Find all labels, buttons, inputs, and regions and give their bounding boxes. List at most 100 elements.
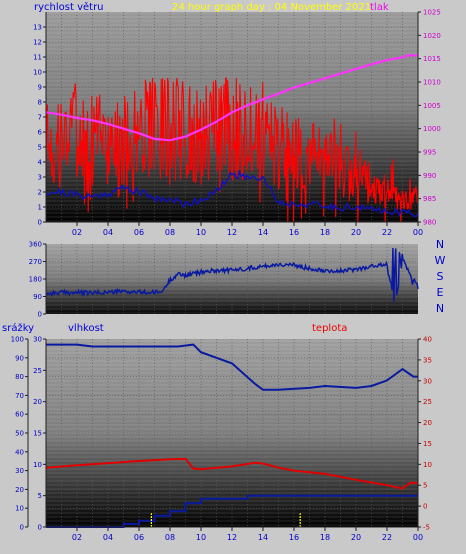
x-tick-label: 20 <box>351 533 361 542</box>
y-tick-label: 15 <box>33 430 42 438</box>
compass-label-n: N <box>436 238 444 251</box>
y-tick-label: 8 <box>38 99 42 107</box>
y-tick-label: 60 <box>15 411 24 419</box>
y-tick-label: 10 <box>33 461 42 469</box>
y-tick-label: 15 <box>423 440 432 448</box>
x-tick-label: 22 <box>382 228 392 237</box>
x-tick-label: 14 <box>258 533 268 542</box>
wind-x-axis: 02 04 06 08 10 12 14 16 18 20 22 00 <box>46 221 423 237</box>
y-tick-label: 5 <box>423 482 427 490</box>
y-tick-label: 1015 <box>423 55 441 63</box>
y-tick-label: 30 <box>33 336 42 344</box>
y-tick-label: 0 <box>20 524 24 532</box>
x-tick-label: 02 <box>72 533 82 542</box>
x-tick-label: 06 <box>134 533 144 542</box>
y-tick-label: 0 <box>38 524 42 532</box>
y-tick-label: 40 <box>15 448 24 456</box>
x-tick-label: 10 <box>196 533 206 542</box>
x-tick-label: 08 <box>165 533 175 542</box>
y-tick-label: 1020 <box>423 32 441 40</box>
y-tick-label: 990 <box>423 172 436 180</box>
direction-grid <box>46 244 418 314</box>
x-tick-label: 00 <box>413 228 423 237</box>
y-tick-label: 1 <box>38 204 42 212</box>
y-tick-label: 50 <box>15 430 24 438</box>
y-tick-label: -5 <box>423 524 430 532</box>
humidity-line <box>46 343 418 391</box>
y-tick-label: 30 <box>15 467 24 475</box>
compass-label-n: N <box>436 302 444 315</box>
compass-label-w: W <box>435 254 446 267</box>
x-tick-label: 02 <box>72 228 82 237</box>
y-tick-label: 20 <box>423 419 432 427</box>
y-tick-label: 90 <box>33 293 42 301</box>
pressure-y-axis: 980 985 990 995 1000 1005 1010 1015 1020 1025 <box>417 9 441 227</box>
x-tick-label: 20 <box>351 228 361 237</box>
y-tick-label: 25 <box>423 398 432 406</box>
y-tick-label: 3 <box>38 174 42 182</box>
wind-average-line <box>45 169 419 218</box>
x-tick-label: 18 <box>320 228 330 237</box>
y-tick-label: 25 <box>33 367 42 375</box>
x-tick-label: 08 <box>165 228 175 237</box>
humidity-x-axis: 02 04 06 08 10 12 14 16 18 20 22 00 <box>46 526 423 542</box>
y-tick-label: 1025 <box>423 9 441 17</box>
y-tick-label: 90 <box>15 354 24 362</box>
y-tick-label: 13 <box>33 24 42 32</box>
wind-gust-line <box>45 77 419 223</box>
compass-label-e: E <box>437 286 444 299</box>
y-tick-label: 10 <box>15 505 24 513</box>
y-tick-label: 0 <box>38 311 42 319</box>
x-tick-label: 16 <box>289 228 299 237</box>
y-tick-label: 995 <box>423 149 436 157</box>
rain-line <box>46 494 418 528</box>
wind-series <box>45 54 419 223</box>
x-tick-label: 12 <box>227 228 237 237</box>
y-tick-label: 100 <box>11 336 24 344</box>
humidity-series <box>45 343 419 528</box>
y-tick-label: 10 <box>423 461 432 469</box>
y-tick-label: 5 <box>38 144 42 152</box>
x-tick-label: 16 <box>289 533 299 542</box>
y-tick-label: 270 <box>29 258 42 266</box>
y-tick-label: 12 <box>33 39 42 47</box>
x-tick-label: 22 <box>382 533 392 542</box>
x-tick-label: 12 <box>227 533 237 542</box>
y-tick-label: 40 <box>423 336 432 344</box>
y-tick-label: 20 <box>15 486 24 494</box>
y-tick-label: 0 <box>38 219 42 227</box>
x-tick-label: 00 <box>413 533 423 542</box>
y-tick-label: 985 <box>423 195 436 203</box>
chart-title: 24 hour graph day : 04 November 2021 <box>172 2 371 13</box>
y-tick-label: 70 <box>15 392 24 400</box>
y-tick-label: 1005 <box>423 102 441 110</box>
humidity-label: vlhkost <box>68 323 104 334</box>
y-tick-label: 9 <box>38 84 42 92</box>
y-tick-label: 2 <box>38 189 42 197</box>
pressure-label: tlak <box>370 2 389 13</box>
pressure-line <box>45 54 418 142</box>
x-tick-label: 04 <box>103 228 113 237</box>
compass-label-s: S <box>437 270 444 283</box>
y-tick-label: 11 <box>33 54 42 62</box>
direction-series <box>45 247 419 302</box>
y-tick-label: 0 <box>423 503 427 511</box>
x-tick-label: 14 <box>258 228 268 237</box>
y-tick-label: 80 <box>15 373 24 381</box>
temperature-label: teplota <box>312 323 347 334</box>
y-tick-label: 35 <box>423 356 432 364</box>
y-tick-label: 20 <box>33 398 42 406</box>
temperature-line <box>45 457 419 490</box>
y-tick-label: 1000 <box>423 125 441 133</box>
y-tick-label: 30 <box>423 377 432 385</box>
y-tick-label: 180 <box>29 276 42 284</box>
x-tick-label: 10 <box>196 228 206 237</box>
rain-percent-y-axis: 0 10 20 30 40 50 60 70 80 90 100 <box>11 336 29 532</box>
rain-label: srážky <box>2 322 34 334</box>
y-tick-label: 5 <box>38 492 42 500</box>
